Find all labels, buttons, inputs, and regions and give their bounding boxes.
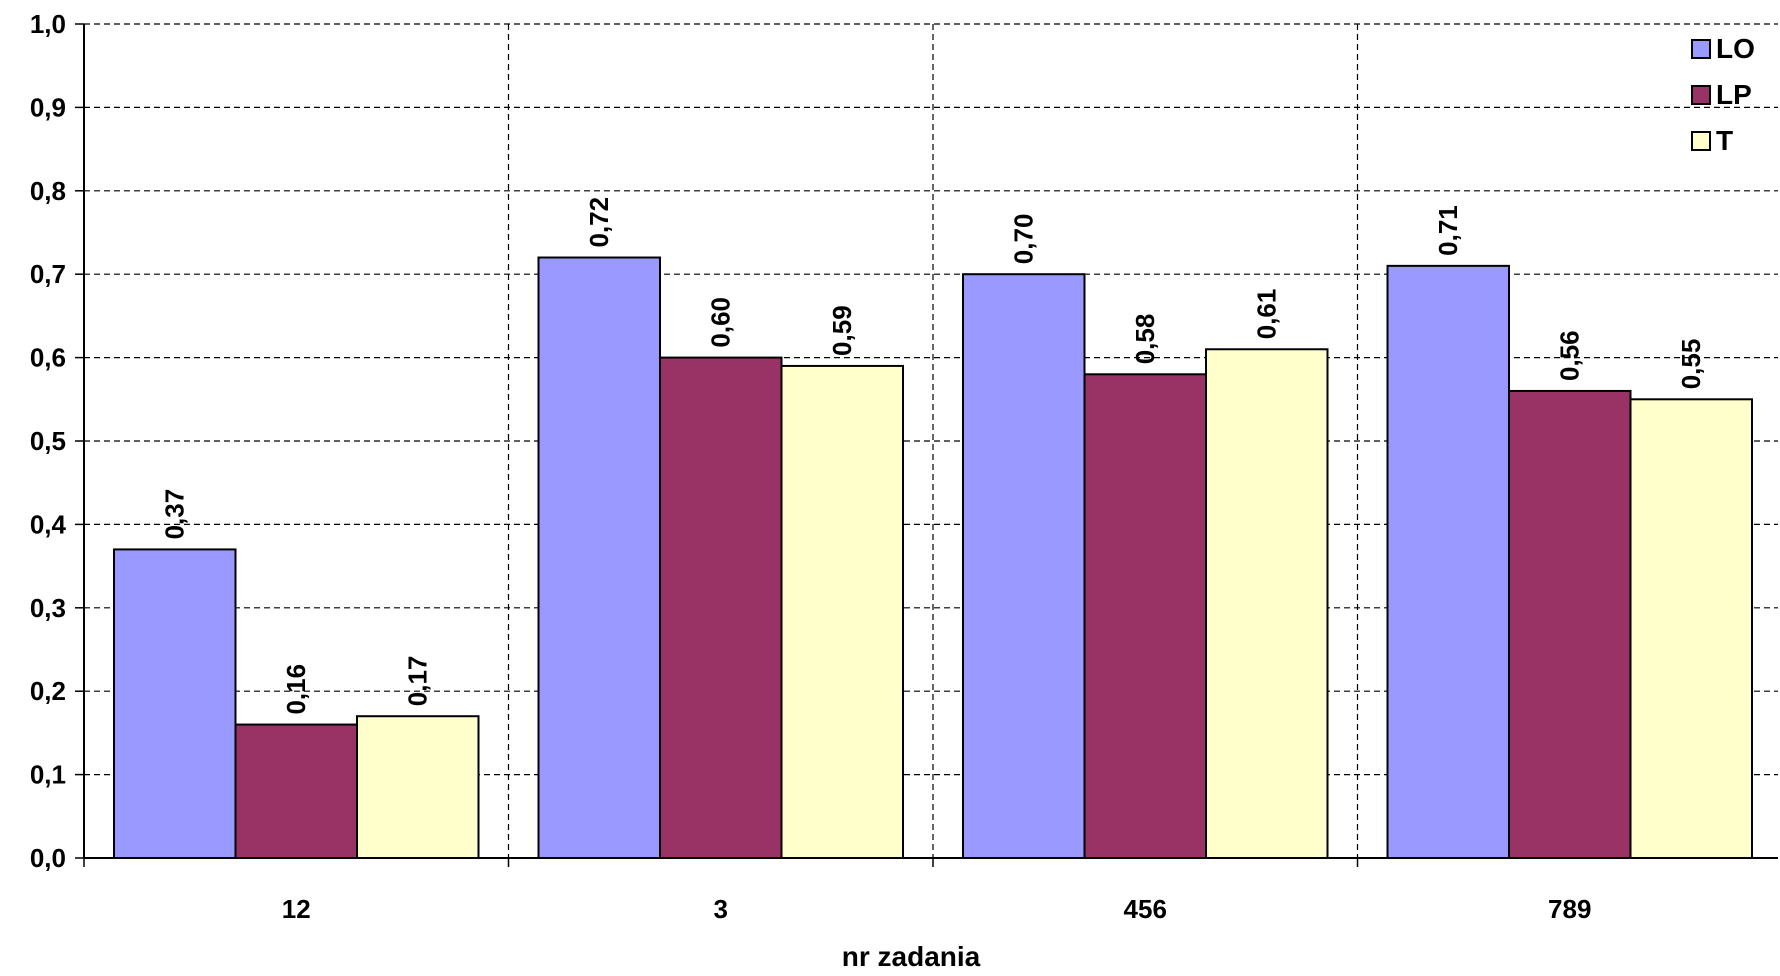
bar-t [356,715,480,859]
x-category-label: 789 [1548,894,1591,924]
legend: LO LP T [1691,33,1755,156]
data-label: 0,70 [1009,214,1039,265]
bar-lp [1083,373,1207,859]
data-label: 0,71 [1433,205,1463,256]
data-label: 0,59 [827,305,857,356]
y-tick-label: 0,8 [30,176,66,206]
y-tick-label: 0,7 [30,259,66,289]
y-tick-label: 0,9 [30,92,66,122]
axes [75,23,1778,867]
data-label: 0,55 [1676,339,1706,390]
legend-label: LO [1716,33,1755,64]
legend-swatch-t [1691,131,1711,151]
data-labels: 0,37 0,16 0,17 0,72 0,60 0,59 0,70 0,58 0,61 0,71… [160,197,1707,715]
bar-lo [537,256,661,859]
data-label: 0,61 [1252,289,1282,340]
x-category-label: 12 [282,894,311,924]
x-category-label: 3 [714,894,728,924]
bar-lo [1386,264,1510,859]
data-label: 0,58 [1130,314,1160,365]
bar-lo [113,548,237,859]
legend-label: LP [1716,79,1752,110]
bars [113,256,1753,859]
bar-lp [659,356,783,859]
data-label: 0,56 [1555,330,1585,381]
legend-swatch-lo [1691,39,1711,59]
bar-t [780,364,904,859]
legend-label: T [1716,125,1733,156]
y-tick-label: 0,0 [30,843,66,873]
data-label: 0,37 [160,489,190,540]
y-tick-label: 1,0 [30,9,66,39]
legend-swatch-lp [1691,85,1711,105]
x-category-label: 456 [1124,894,1167,924]
bar-lp [1508,389,1632,859]
data-label: 0,60 [706,297,736,348]
y-tick-label: 0,6 [30,343,66,373]
bar-t [1629,398,1753,859]
y-tick-label: 0,1 [30,760,66,790]
bar-lp [234,723,358,859]
data-label: 0,72 [584,197,614,248]
x-axis-title: nr zadania [842,941,981,972]
y-tick-label: 0,4 [30,509,67,539]
y-tick-labels: 0,0 0,1 0,2 0,3 0,4 0,5 0,6 0,7 0,8 0,9 1,0 [30,9,67,873]
y-tick-label: 0,5 [30,426,66,456]
data-label: 0,17 [403,656,433,707]
y-tick-label: 0,2 [30,676,66,706]
bar-t [1205,348,1329,859]
x-category-labels: 12 3 456 789 [282,894,1592,924]
data-label: 0,16 [281,664,311,715]
bar-lo [962,273,1086,859]
y-tick-label: 0,3 [30,593,66,623]
